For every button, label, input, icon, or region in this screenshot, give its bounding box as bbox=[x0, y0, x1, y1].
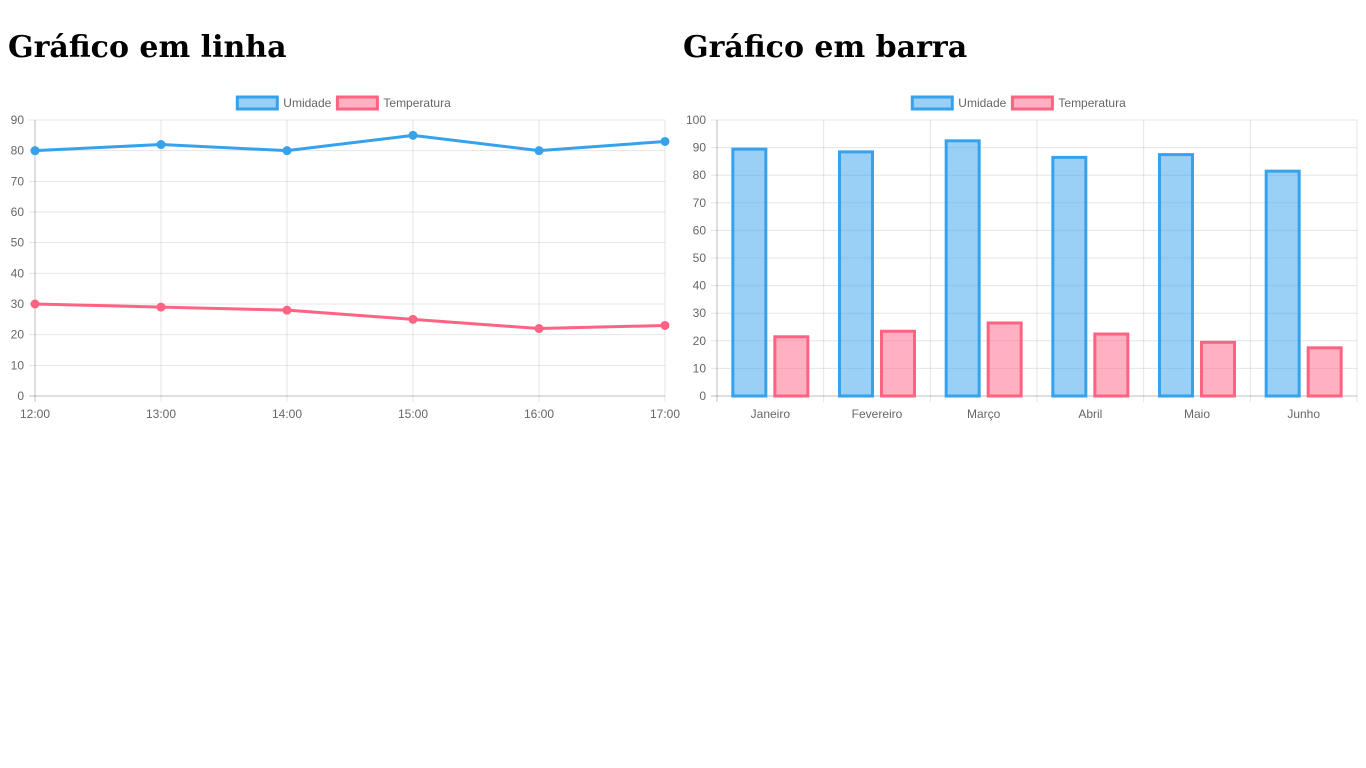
y-tick-label: 90 bbox=[693, 141, 707, 155]
y-tick-label: 40 bbox=[11, 266, 25, 280]
y-tick-label: 90 bbox=[11, 113, 25, 127]
legend: Umidade Temperatura bbox=[235, 95, 451, 111]
y-tick-label: 20 bbox=[693, 334, 707, 348]
legend-swatch-umidade bbox=[910, 95, 954, 111]
bar-temperatura bbox=[880, 329, 916, 398]
y-tick-label: 20 bbox=[11, 328, 25, 342]
y-tick-label: 10 bbox=[11, 358, 25, 372]
bar-temperatura bbox=[1093, 332, 1130, 398]
x-tick-label: 12:00 bbox=[20, 407, 50, 421]
y-tick-label: 30 bbox=[693, 306, 707, 320]
bar-umidade bbox=[1264, 169, 1301, 398]
y-tick-label: 50 bbox=[11, 236, 25, 250]
bar-grid bbox=[711, 119, 1358, 402]
legend-swatch-umidade bbox=[235, 95, 279, 111]
bar-umidade bbox=[1158, 153, 1194, 398]
legend-label-temperatura: Temperatura bbox=[1058, 96, 1126, 110]
bar-temperatura bbox=[986, 321, 1023, 398]
bar-temperatura bbox=[1200, 340, 1236, 398]
line-chart: 0 10 20 30 40 50 60 70 80 90 12:00 13:00 14:00 15:00 1… bbox=[11, 95, 680, 421]
legend-label-umidade: Umidade bbox=[283, 96, 331, 110]
legend: Umidade Temperatura bbox=[910, 95, 1126, 111]
bar-temperatura bbox=[1306, 346, 1343, 398]
y-tick-label: 40 bbox=[693, 279, 707, 293]
bar-umidade bbox=[838, 150, 874, 398]
data-point-umidade bbox=[534, 146, 544, 156]
data-point-temperatura bbox=[534, 324, 544, 334]
x-tick-label: Maio bbox=[1184, 407, 1210, 421]
x-tick-label: 15:00 bbox=[398, 407, 428, 421]
y-tick-label: 0 bbox=[17, 389, 24, 403]
data-point-temperatura bbox=[156, 302, 166, 312]
x-tick-label: Janeiro bbox=[751, 407, 791, 421]
bar-umidade bbox=[944, 139, 981, 398]
x-tick-label: Março bbox=[967, 407, 1001, 421]
y-tick-label: 70 bbox=[693, 196, 707, 210]
bar-umidade bbox=[731, 147, 768, 398]
y-tick-label: 50 bbox=[693, 251, 707, 265]
bar-umidade bbox=[1051, 155, 1088, 398]
x-tick-label: 13:00 bbox=[146, 407, 176, 421]
data-point-temperatura bbox=[30, 299, 40, 309]
x-tick-label: Junho bbox=[1287, 407, 1320, 421]
bar-chart-heading: Gráfico em barra bbox=[683, 30, 968, 65]
y-tick-label: 80 bbox=[11, 144, 25, 158]
x-tick-label: 16:00 bbox=[524, 407, 554, 421]
legend-label-umidade: Umidade bbox=[958, 96, 1006, 110]
line-grid bbox=[29, 119, 666, 402]
legend-label-temperatura: Temperatura bbox=[383, 96, 451, 110]
y-tick-label: 10 bbox=[693, 361, 707, 375]
y-tick-label: 60 bbox=[11, 205, 25, 219]
x-tick-label: 17:00 bbox=[650, 407, 680, 421]
series-line-umidade bbox=[34, 133, 666, 153]
series-line-temperatura bbox=[34, 302, 666, 331]
bar-chart: 0 10 20 30 40 50 60 70 80 90 100 Janeiro Fevereiro Ma… bbox=[686, 95, 1358, 421]
x-tick-label: 14:00 bbox=[272, 407, 302, 421]
legend-swatch-temperatura bbox=[335, 95, 379, 111]
data-point-umidade bbox=[282, 146, 292, 156]
data-point-umidade bbox=[156, 140, 166, 150]
data-point-umidade bbox=[30, 146, 40, 156]
y-tick-label: 60 bbox=[693, 223, 707, 237]
data-point-temperatura bbox=[282, 305, 292, 315]
y-tick-label: 80 bbox=[693, 168, 707, 182]
line-chart-heading: Gráfico em linha bbox=[8, 30, 287, 65]
y-tick-label: 100 bbox=[686, 113, 706, 127]
data-point-umidade bbox=[660, 136, 670, 146]
bar-temperatura bbox=[773, 335, 810, 398]
data-point-umidade bbox=[408, 130, 418, 140]
y-tick-label: 70 bbox=[11, 174, 25, 188]
data-point-temperatura bbox=[408, 314, 418, 324]
data-point-temperatura bbox=[660, 320, 670, 330]
x-tick-label: Abril bbox=[1078, 407, 1102, 421]
x-tick-label: Fevereiro bbox=[852, 407, 903, 421]
y-tick-label: 0 bbox=[699, 389, 706, 403]
y-tick-label: 30 bbox=[11, 297, 25, 311]
legend-swatch-temperatura bbox=[1010, 95, 1054, 111]
